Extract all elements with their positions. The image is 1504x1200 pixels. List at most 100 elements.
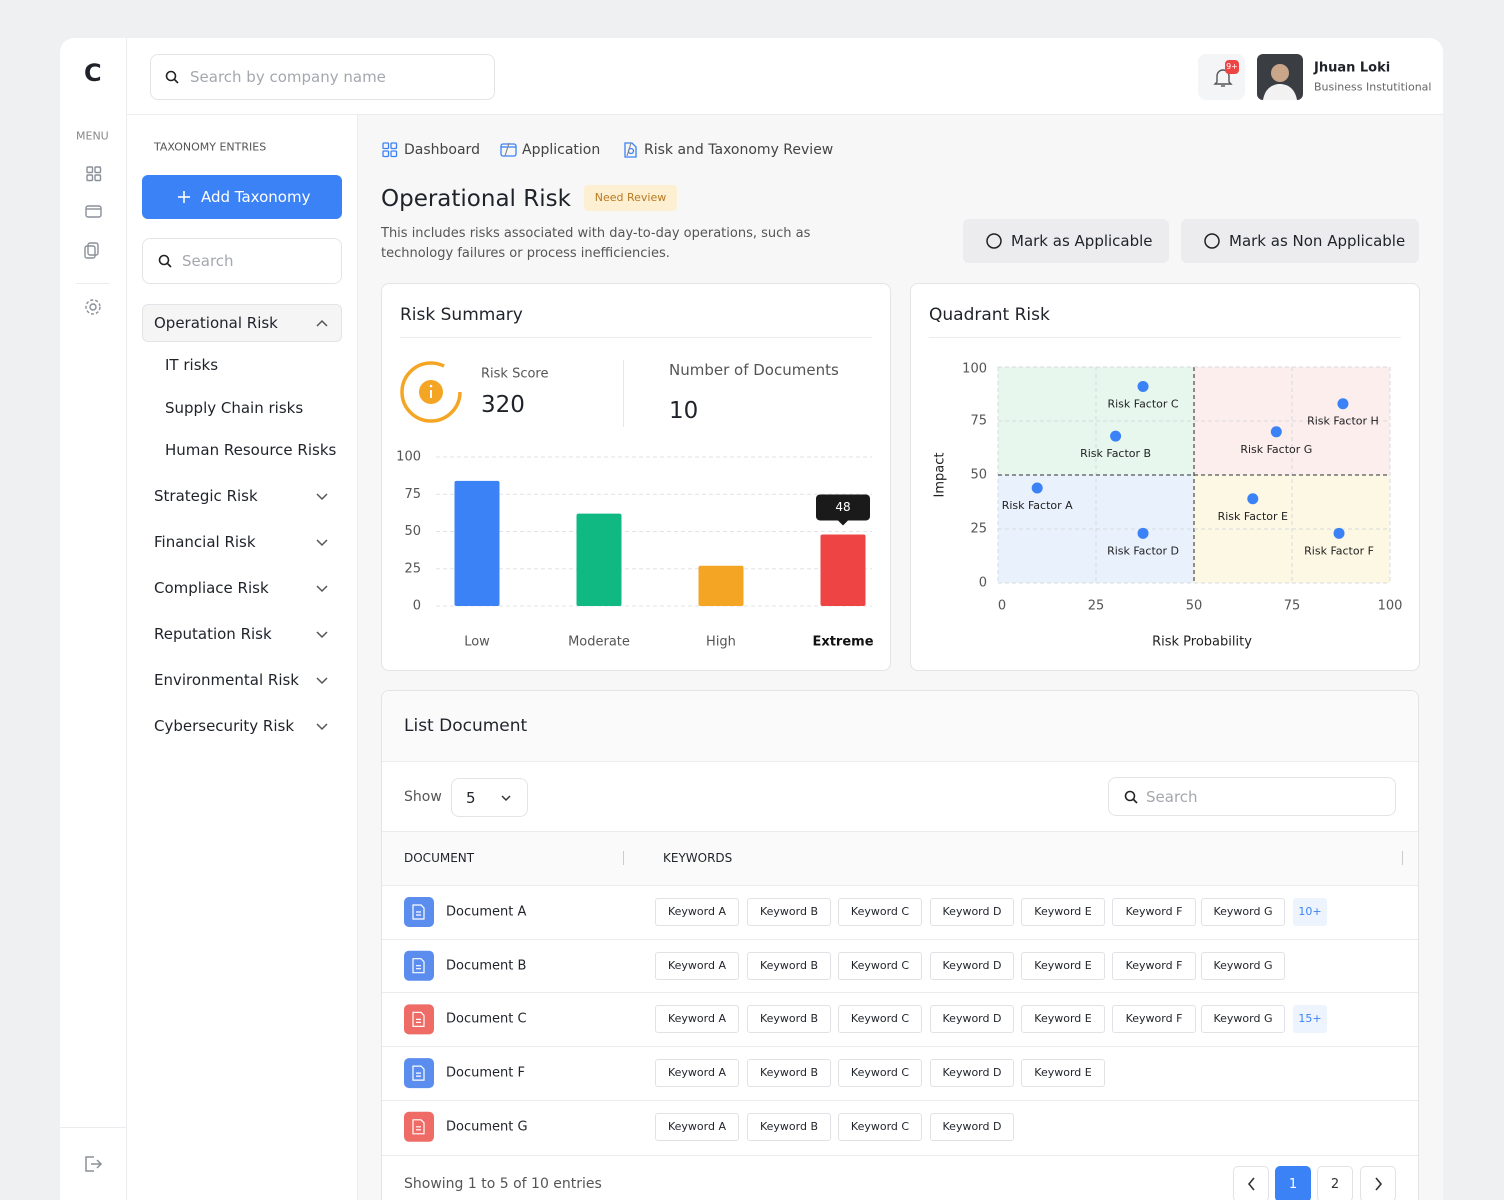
keyword-chip: Keyword A: [655, 1059, 739, 1088]
entries-info: Showing 1 to 5 of 10 entries: [404, 1176, 602, 1192]
keyword-chip: Keyword B: [747, 951, 831, 980]
rail-divider: [60, 1127, 126, 1128]
keyword-chip: Keyword B: [747, 1059, 831, 1088]
prev-page[interactable]: [1233, 1166, 1269, 1200]
page-size: 5: [466, 789, 476, 807]
keyword-chip: Keyword F: [1112, 951, 1196, 980]
search-placeholder: Search by company name: [190, 68, 386, 86]
next-page[interactable]: [1360, 1166, 1396, 1200]
taxonomy-item-active[interactable]: [142, 304, 342, 342]
keyword-chip: Keyword D: [930, 1112, 1014, 1141]
keyword-chip: Keyword A: [655, 898, 739, 926]
rail-icons[interactable]: [60, 150, 126, 330]
documents-value: 10: [669, 398, 699, 424]
keyword-chip: Keyword G: [1201, 1005, 1285, 1034]
keyword-chip: Keyword B: [747, 1005, 831, 1034]
breadcrumb-item[interactable]: Dashboard: [404, 142, 480, 158]
search-placeholder: Search: [182, 252, 234, 270]
column-separator: [623, 851, 624, 865]
plus-icon: [178, 191, 190, 203]
document-name[interactable]: Document B: [446, 958, 527, 974]
keyword-chip: Keyword B: [747, 1112, 831, 1141]
rail-border: [126, 38, 127, 1200]
keyword-chip: Keyword E: [1021, 1005, 1105, 1034]
keyword-chip: Keyword A: [655, 951, 739, 980]
card-title: Risk Summary: [400, 305, 523, 325]
breadcrumb-item[interactable]: Risk and Taxonomy Review: [644, 142, 834, 158]
card-title: Quadrant Risk: [929, 305, 1050, 325]
add-taxonomy-button[interactable]: [142, 175, 342, 219]
column-separator: [1402, 851, 1403, 865]
search-icon: [158, 254, 172, 268]
document-name[interactable]: Document C: [446, 1011, 527, 1027]
more-chip[interactable]: 15+: [1293, 1005, 1327, 1034]
keyword-chip: Keyword C: [838, 1005, 922, 1034]
taxonomy-item-label[interactable]: Strategic Risk: [154, 487, 258, 505]
notification-badge: 9+: [1225, 60, 1239, 74]
row-border: [382, 938, 1418, 940]
card-divider: [929, 337, 1401, 338]
taxonomy-child[interactable]: IT risks: [165, 356, 219, 374]
document-name[interactable]: Document A: [446, 904, 527, 920]
rail-divider: [76, 283, 110, 284]
action-label: Mark as Applicable: [1011, 232, 1153, 250]
table-header: [382, 831, 1418, 886]
topbar-border: [127, 114, 1443, 115]
keyword-chip: Keyword D: [930, 898, 1014, 926]
keyword-chip: Keyword D: [930, 1059, 1014, 1088]
panel-border: [357, 115, 358, 1200]
keyword-chip: Keyword F: [1112, 1005, 1196, 1034]
keyword-chip: Keyword G: [1201, 951, 1285, 980]
taxonomy-search[interactable]: [142, 238, 342, 284]
taxonomy-item-label[interactable]: Reputation Risk: [154, 625, 272, 643]
row-border: [382, 992, 1418, 994]
company-search[interactable]: [150, 54, 495, 100]
column-header: DOCUMENT: [404, 851, 475, 865]
page-size-select[interactable]: [451, 778, 528, 817]
page-button[interactable]: 1: [1275, 1166, 1311, 1200]
score-label: Risk Score: [481, 366, 549, 382]
keyword-chip: Keyword F: [1112, 898, 1196, 926]
keyword-chip: Keyword E: [1021, 898, 1105, 926]
keyword-chip: Keyword C: [838, 898, 922, 926]
taxonomy-item-label[interactable]: Financial Risk: [154, 533, 256, 551]
keyword-chip: Keyword C: [838, 1112, 922, 1141]
score-gauge: [400, 361, 462, 423]
menu-label: MENU: [76, 129, 109, 143]
chevron: [501, 795, 511, 802]
row-border: [382, 1046, 1418, 1048]
taxonomy-child[interactable]: Human Resource Risks: [165, 441, 337, 459]
action-button[interactable]: [1181, 219, 1419, 263]
avatar[interactable]: [1257, 54, 1303, 100]
score-value: 320: [481, 392, 525, 418]
user-role: Business Instutitional: [1314, 80, 1432, 94]
page-description: This includes risks associated with day-…: [381, 226, 811, 261]
taxonomy-item-label: Operational Risk: [154, 314, 278, 332]
keyword-chip: Keyword E: [1021, 1059, 1105, 1088]
keyword-chip: Keyword E: [1021, 951, 1105, 980]
action-label: Mark as Non Applicable: [1229, 232, 1406, 250]
taxonomy-item-label[interactable]: Compliace Risk: [154, 579, 269, 597]
taxonomy-item-label[interactable]: Environmental Risk: [154, 671, 299, 689]
row-border: [382, 1099, 1418, 1101]
taxonomy-item-label[interactable]: Cybersecurity Risk: [154, 717, 295, 735]
logout-icon[interactable]: [82, 1153, 104, 1175]
search-icon: [165, 70, 179, 84]
user-name: Jhuan Loki: [1314, 60, 1391, 76]
breadcrumb-item[interactable]: Application: [522, 142, 601, 158]
keyword-chip: Keyword D: [930, 951, 1014, 980]
add-taxonomy-label: Add Taxonomy: [201, 188, 311, 206]
search-placeholder: Search: [1146, 788, 1198, 806]
keyword-chip: Keyword B: [747, 898, 831, 926]
document-name[interactable]: Document F: [446, 1065, 525, 1081]
document-name[interactable]: Document G: [446, 1119, 528, 1135]
keyword-chip: Keyword C: [838, 951, 922, 980]
page-button[interactable]: 2: [1317, 1166, 1353, 1200]
documents-label: Number of Documents: [669, 361, 839, 379]
risk-summary-card: [381, 283, 891, 671]
document-search[interactable]: [1108, 777, 1396, 816]
taxonomy-child[interactable]: Supply Chain risks: [165, 398, 304, 417]
more-chip[interactable]: 10+: [1293, 898, 1327, 926]
status-badge: Need Review: [584, 185, 677, 211]
